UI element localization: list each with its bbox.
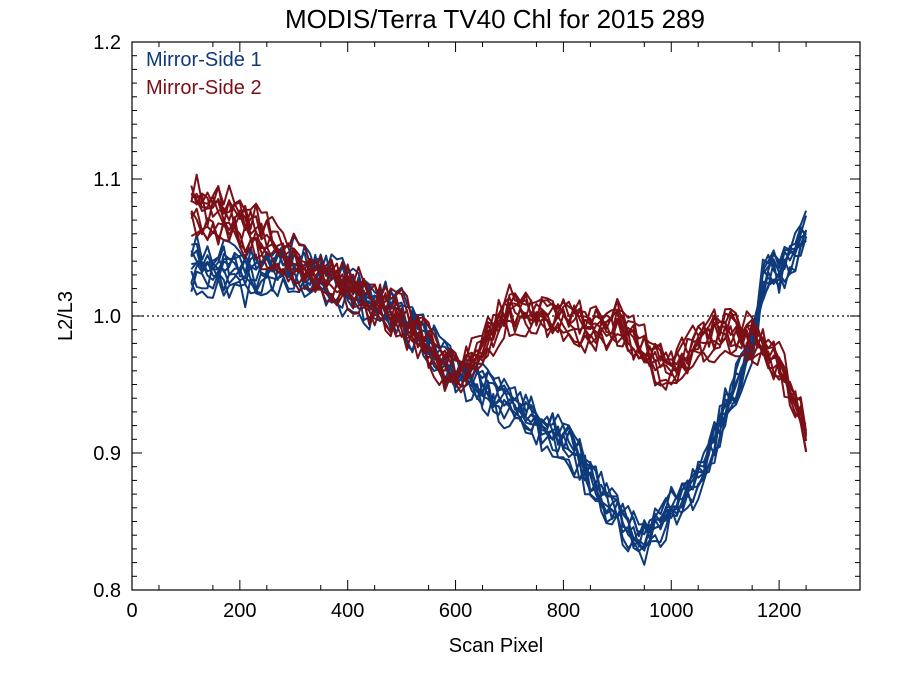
x-tick-label: 200 <box>223 600 256 622</box>
x-axis-label: Scan Pixel <box>449 635 544 657</box>
series-2-trace <box>190 185 807 425</box>
legend-entry-mirror-side-1: Mirror-Side 1 <box>146 49 262 71</box>
y-tick-label: 1.2 <box>93 32 121 54</box>
x-tick-label: 1000 <box>649 600 694 622</box>
y-tick-label: 0.9 <box>93 443 121 465</box>
y-tick-label: 0.8 <box>93 580 121 602</box>
plot-area <box>132 173 860 566</box>
y-tick-label: 1.0 <box>93 306 121 328</box>
series-2-trace <box>190 212 808 451</box>
x-tick-label: 600 <box>439 600 472 622</box>
x-tick-label: 0 <box>126 600 137 622</box>
chart-title: MODIS/Terra TV40 Chl for 2015 289 <box>285 4 705 34</box>
legend-entry-mirror-side-2: Mirror-Side 2 <box>146 77 262 99</box>
x-tick-label: 800 <box>547 600 580 622</box>
series-1-trace <box>190 229 808 566</box>
series-1 <box>190 210 808 566</box>
series-2-trace <box>190 207 808 434</box>
y-axis-label: L2/L3 <box>55 291 77 341</box>
series-1-trace <box>190 236 808 553</box>
series-1-trace <box>191 215 808 542</box>
x-tick-label: 400 <box>331 600 364 622</box>
y-tick-label: 1.1 <box>93 169 121 191</box>
series-2 <box>190 173 808 453</box>
x-tick-label: 1200 <box>757 600 802 622</box>
axis-ticks: 0 200 400 600 800 1000 1200 0.8 0.9 1.0 1.1 1.2 <box>93 32 860 622</box>
